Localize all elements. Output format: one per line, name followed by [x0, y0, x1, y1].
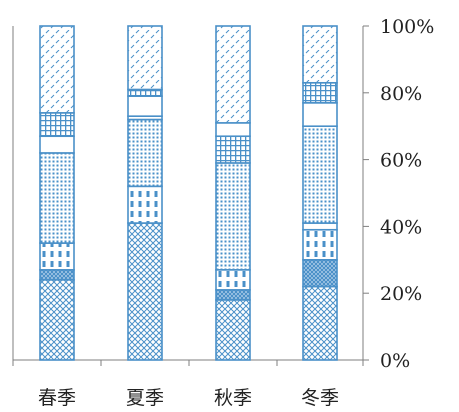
y-tick-label: 100% [380, 16, 434, 38]
bar-segment [215, 269, 251, 291]
y-tick-label: 60% [380, 150, 422, 172]
bar-segment [39, 269, 75, 281]
labels-layer: 0% 20% 40% 60% 80% 100% 春季 夏季 秋季 冬季 [38, 16, 434, 409]
bar-segment [302, 81, 338, 104]
bar-segment [127, 185, 163, 224]
bar-segment [302, 228, 338, 261]
y-tick-label: 80% [380, 83, 422, 105]
bar-segment [215, 289, 251, 301]
y-tick-label: 0% [380, 350, 410, 372]
x-category-label: 冬季 [301, 387, 339, 409]
bar-segment [127, 95, 163, 117]
bar-segment [39, 135, 75, 154]
x-category-label: 春季 [38, 387, 76, 409]
bar-segment [127, 88, 163, 97]
bar-segment [127, 25, 163, 91]
bar-segment [302, 258, 338, 288]
bar-segment [39, 152, 75, 244]
x-category-label: 夏季 [126, 387, 164, 409]
bar-segment [302, 25, 338, 84]
bar-segment [215, 299, 251, 361]
bar-segment [302, 222, 338, 231]
bar-segment [39, 112, 75, 138]
bar-segment [39, 279, 75, 361]
x-category-label: 秋季 [214, 387, 252, 409]
bar-segment [302, 285, 338, 361]
bar-segment [215, 122, 251, 138]
bars-layer [39, 25, 338, 361]
bar-segment [302, 102, 338, 127]
bar-segment [127, 118, 163, 188]
y-tick-label: 40% [380, 216, 422, 238]
bar-segment [302, 125, 338, 224]
bar-segment [215, 162, 251, 271]
bar-segment [215, 135, 251, 164]
bar-segment [215, 25, 251, 124]
bar-segment [39, 25, 75, 114]
bar-segment [127, 222, 163, 361]
bar-segment [39, 242, 75, 271]
y-tick-label: 20% [380, 283, 422, 305]
